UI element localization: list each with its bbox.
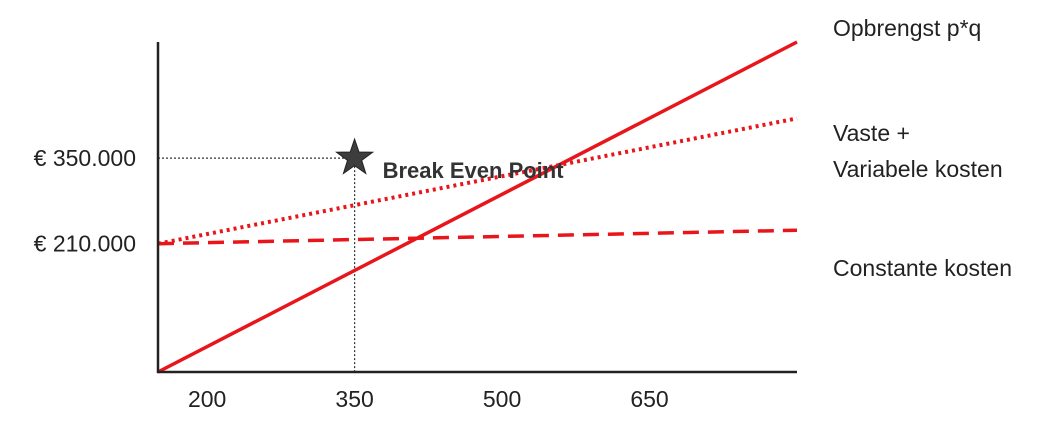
series-label-line: Variabele kosten <box>833 156 1003 182</box>
series-label-vaste-variabele-kosten: Vaste + Variabele kosten <box>833 120 1003 182</box>
series-labels: Opbrengst p*q Vaste + Variabele kosten Cons… <box>833 15 1012 281</box>
series-line-opbrengst-p-q <box>157 40 798 374</box>
y-tick-label-350000: € 350.000 <box>34 145 136 171</box>
series-line-constante-kosten <box>157 228 798 246</box>
series-label-line: Vaste + <box>833 120 910 146</box>
series-label-constante-kosten: Constante kosten <box>833 255 1012 281</box>
x-tick-label-650: 650 <box>630 386 668 412</box>
series-label-line: Opbrengst p*q <box>833 15 981 41</box>
break-even-marker: Break Even Point <box>335 137 565 183</box>
series-label-line: Constante kosten <box>833 255 1012 281</box>
y-tick-label-210000: € 210.000 <box>34 231 136 257</box>
x-tick-label-350: 350 <box>335 386 373 412</box>
x-tick-label-500: 500 <box>483 386 521 412</box>
series-label-opbrengst-p-q: Opbrengst p*q <box>833 15 981 41</box>
star-icon <box>335 137 375 175</box>
series-lines <box>157 40 798 374</box>
x-tick-label-200: 200 <box>188 386 226 412</box>
axes <box>156 42 797 374</box>
break-even-label: Break Even Point <box>383 158 565 183</box>
guide-lines <box>158 157 356 372</box>
tick-labels: 200 350 500 650 € 210.000 € 350.000 <box>34 145 669 412</box>
